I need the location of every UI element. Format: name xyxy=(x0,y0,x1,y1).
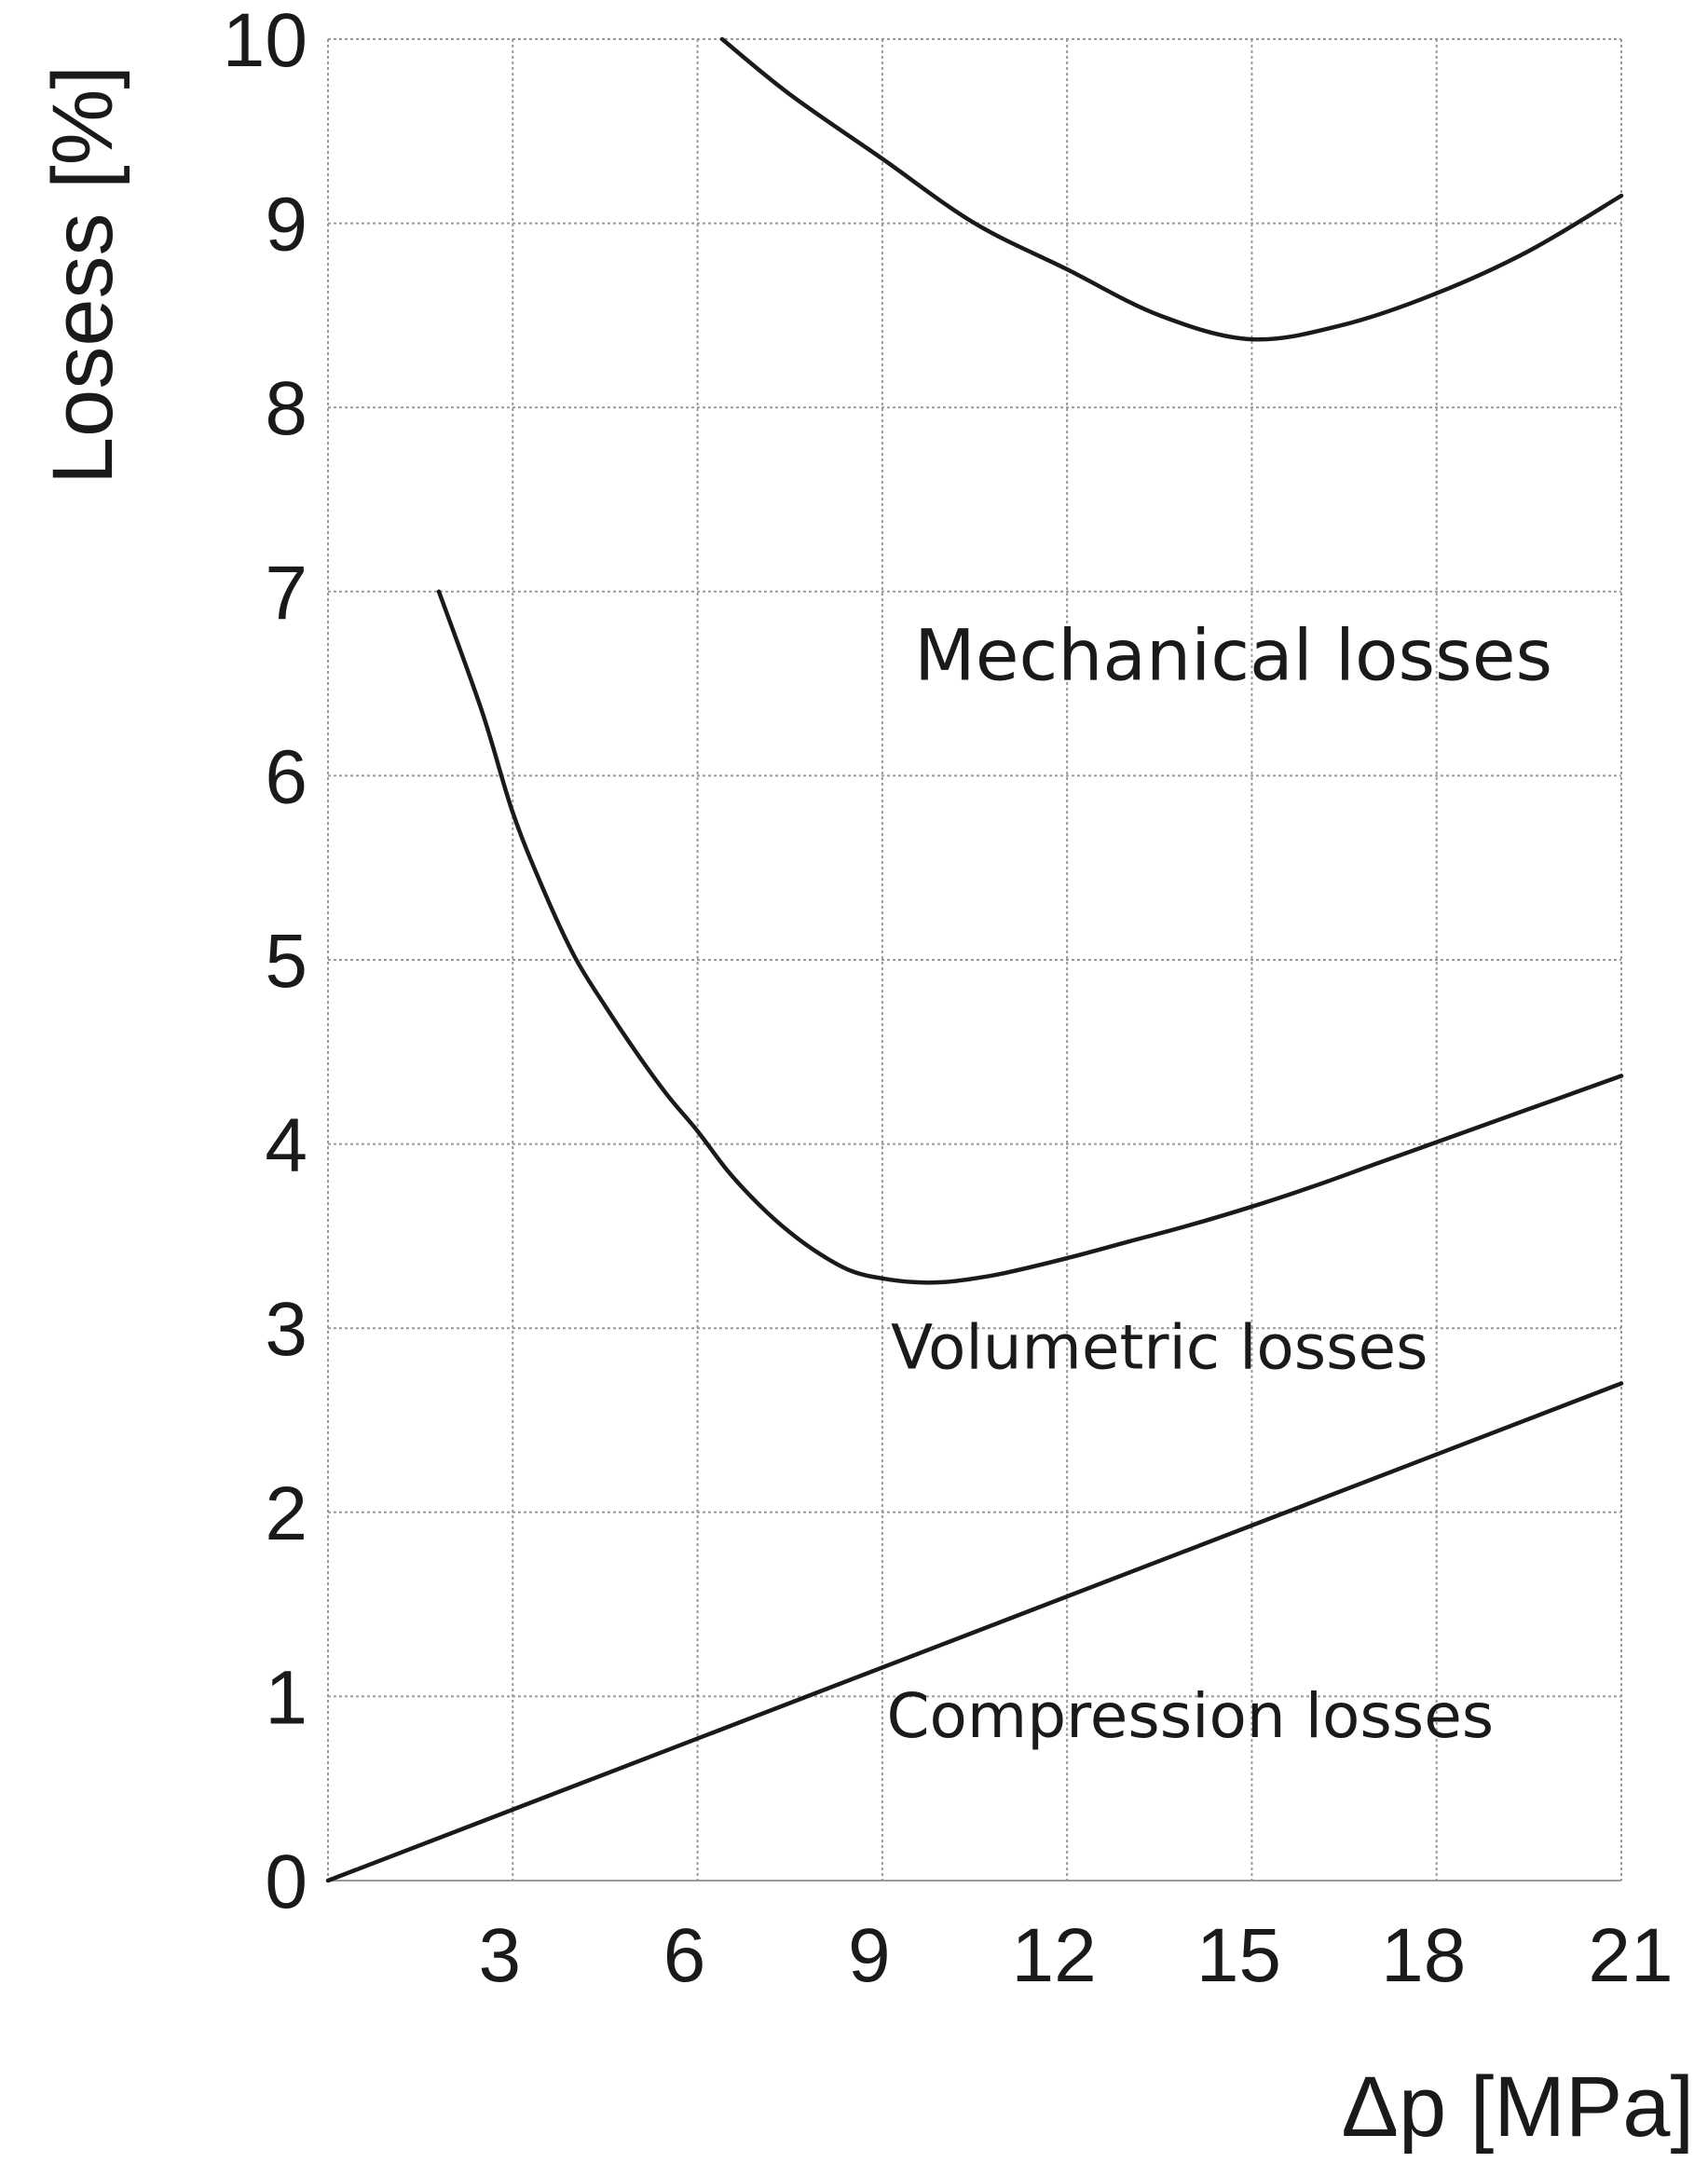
x-tick-label: 3 xyxy=(478,1913,521,1998)
compression-losses-line xyxy=(325,1381,1624,1883)
y-tick-label: 6 xyxy=(265,734,307,819)
volumetric-losses-label: Volumetric losses xyxy=(891,1312,1428,1384)
y-tick-label: 2 xyxy=(265,1471,307,1556)
x-tick-label: 6 xyxy=(663,1913,706,1998)
y-tick-label: 10 xyxy=(223,0,307,83)
x-tick-label: 18 xyxy=(1381,1913,1466,1998)
y-tick-label: 5 xyxy=(265,919,307,1004)
y-tick-label: 0 xyxy=(265,1840,307,1924)
mechanical-losses-label: Mechanical losses xyxy=(914,614,1552,697)
y-tick-label: 7 xyxy=(265,551,307,636)
y-tick-label: 9 xyxy=(265,183,307,267)
y-tick-label: 1 xyxy=(265,1655,307,1740)
compression-losses-label: Compression losses xyxy=(886,1680,1494,1752)
mechanical-losses-line xyxy=(719,36,1624,342)
x-tick-label: 12 xyxy=(1012,1913,1097,1998)
x-tick-label: 9 xyxy=(848,1913,891,1998)
axes xyxy=(327,39,1621,1882)
volumetric-losses-line xyxy=(436,589,1624,1285)
x-tick-label: 21 xyxy=(1588,1913,1673,1998)
y-tick-label: 3 xyxy=(265,1287,307,1372)
x-tick-label: 15 xyxy=(1196,1913,1281,1998)
y-tick-label: 4 xyxy=(265,1103,307,1188)
series xyxy=(325,36,1624,1883)
y-axis-title: Losess [%] xyxy=(35,65,130,485)
x-axis-title: Δp [MPa] xyxy=(1342,2060,1694,2155)
y-tick-label: 8 xyxy=(265,366,307,451)
grid xyxy=(328,38,1622,1881)
annotations: Mechanical losses Volumetric losses Compre… xyxy=(886,614,1552,1752)
